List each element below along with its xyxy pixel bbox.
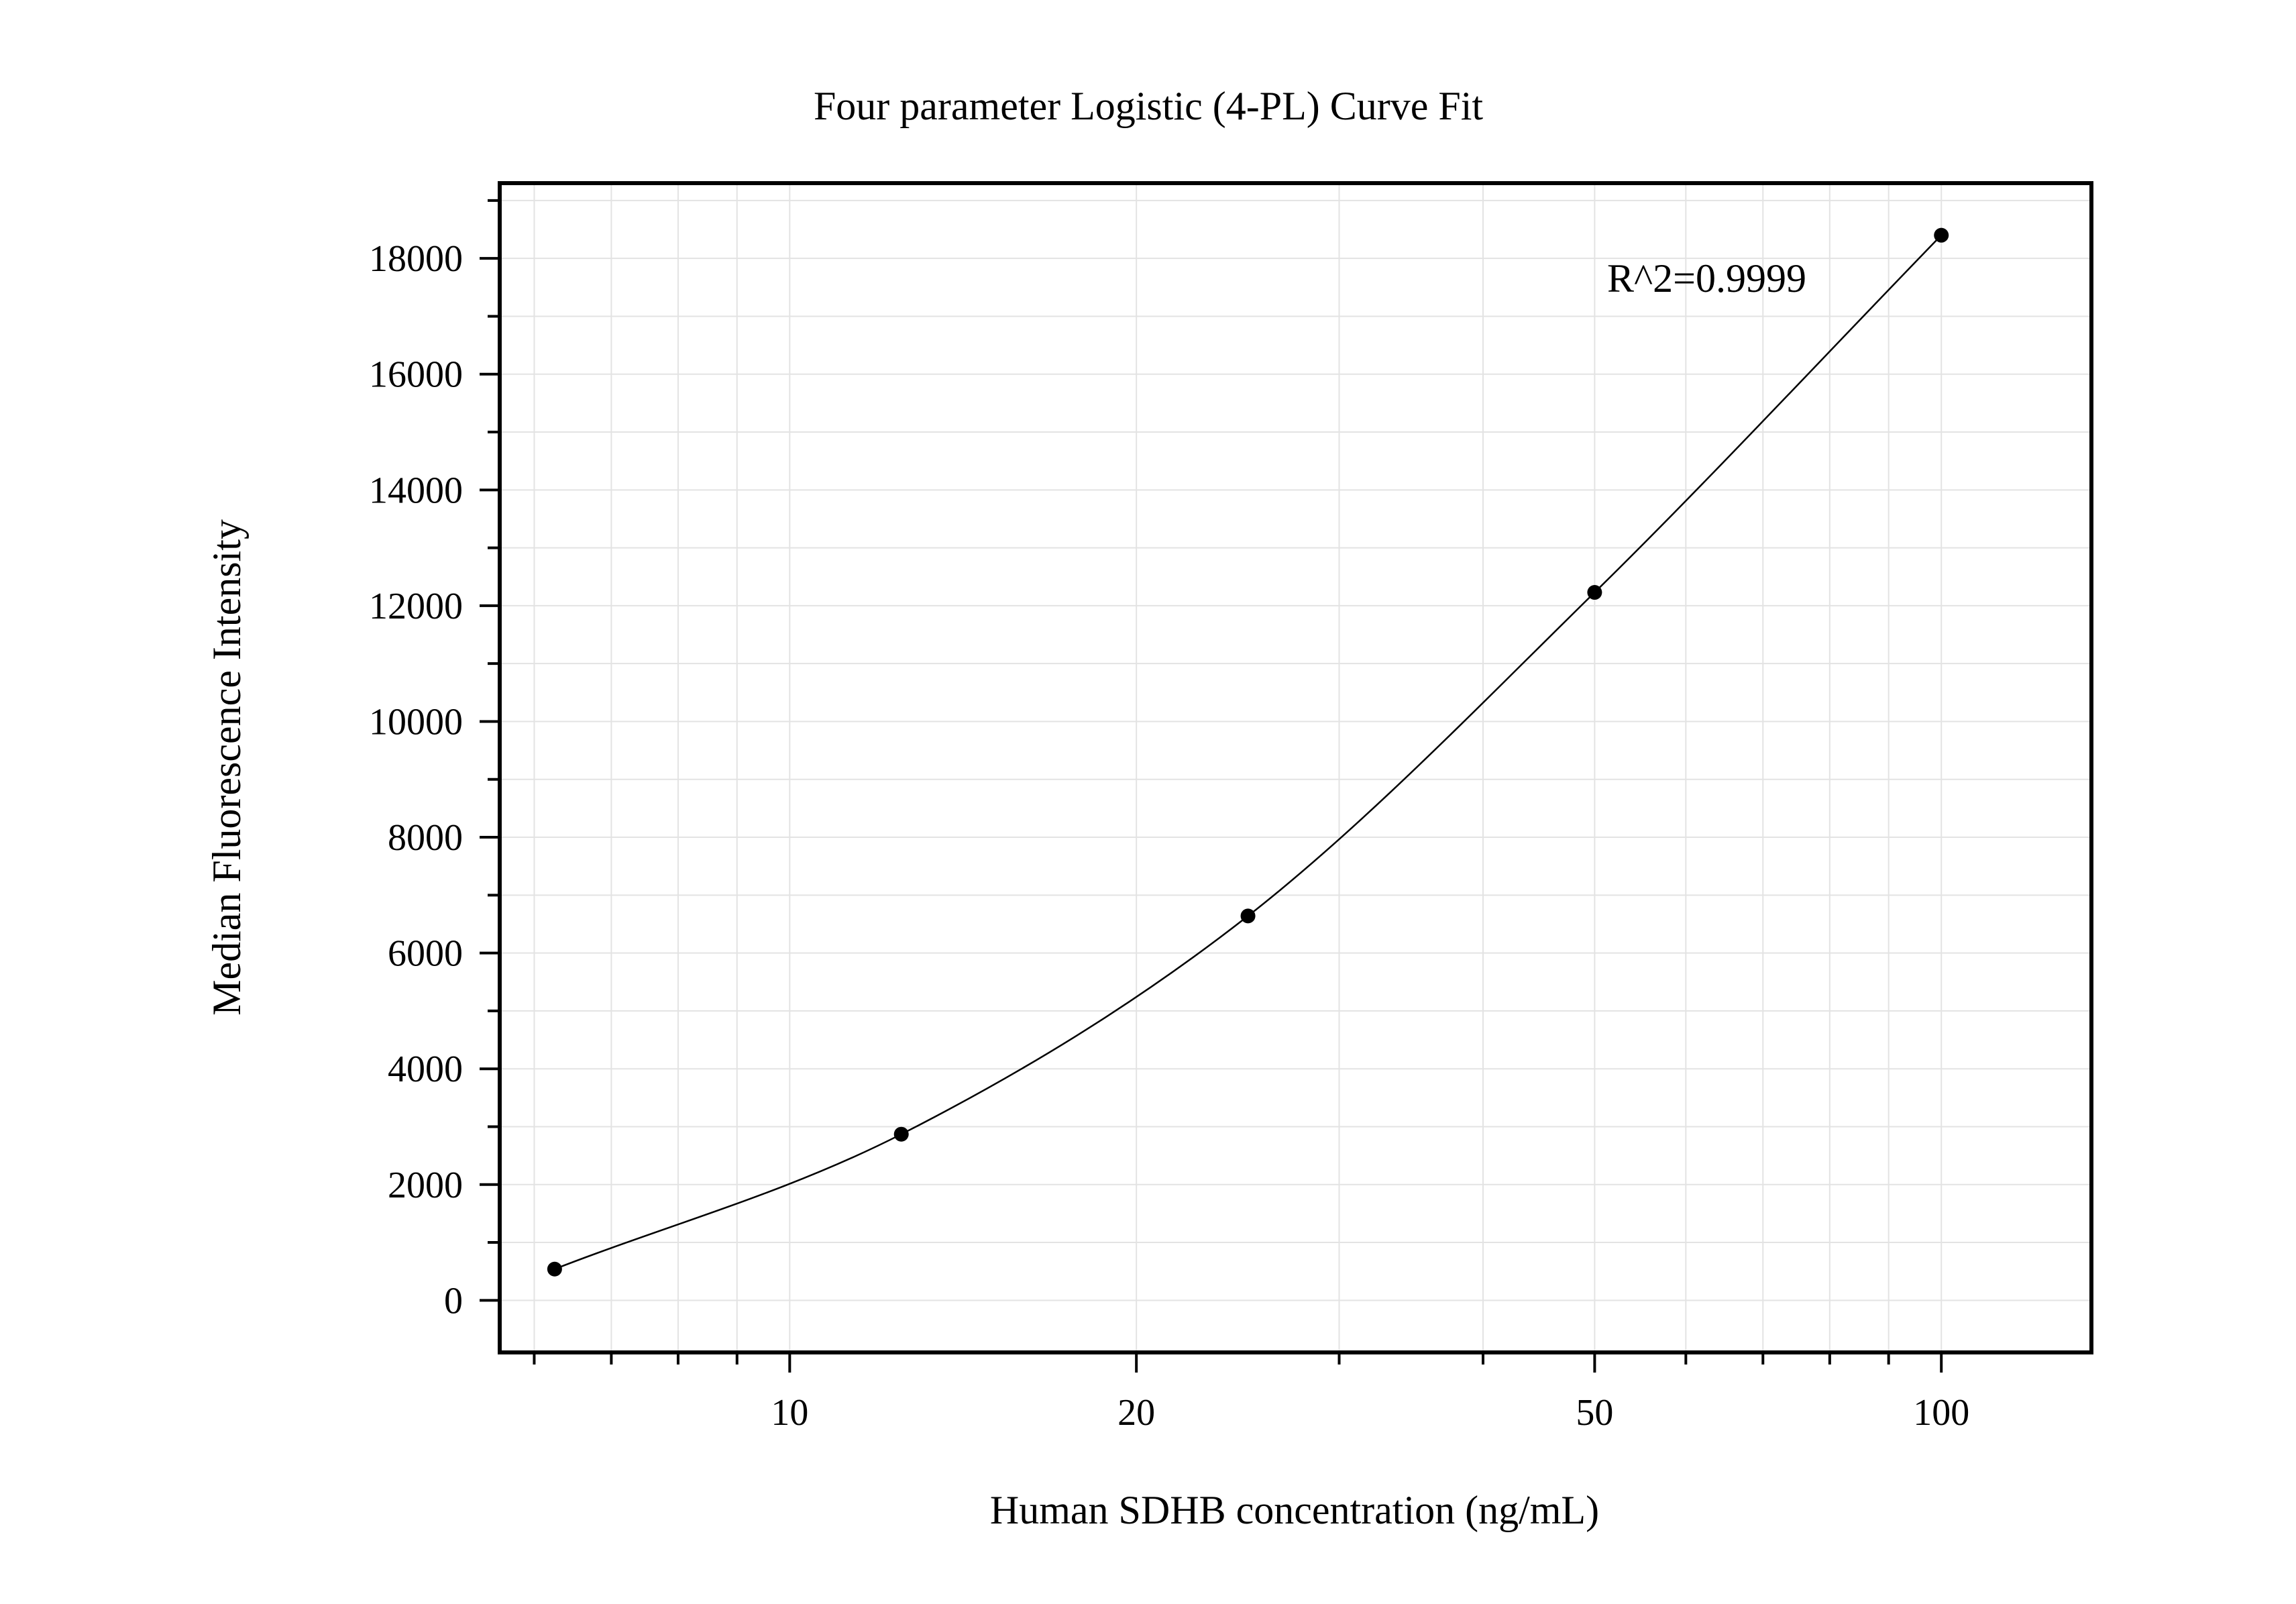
y-tick-label: 6000 xyxy=(388,933,463,975)
y-axis-label: Median Fluorescence Intensity xyxy=(205,519,249,1016)
data-point xyxy=(547,1261,562,1277)
grid xyxy=(500,183,2091,1352)
y-tick-label: 18000 xyxy=(369,238,463,280)
data-point xyxy=(1587,585,1602,600)
fit-curve xyxy=(554,234,1943,1270)
data-point xyxy=(1240,908,1256,924)
data-point xyxy=(893,1126,909,1142)
y-tick-label: 14000 xyxy=(369,470,463,511)
x-tick-label: 10 xyxy=(771,1392,808,1434)
data-points xyxy=(547,227,1949,1277)
tick-labels: 10 20 50 100 0 2000 4000 6000 8000 10000 12000 1400… xyxy=(369,238,1969,1434)
x-axis-label: Human SDHB concentration (ng/mL) xyxy=(990,1488,1599,1532)
y-tick-label: 0 xyxy=(444,1280,463,1322)
data-point xyxy=(1934,227,1949,243)
y-tick-label: 10000 xyxy=(369,701,463,743)
x-tick-label: 50 xyxy=(1576,1392,1613,1434)
y-tick-label: 12000 xyxy=(369,586,463,627)
x-tick-label: 100 xyxy=(1913,1392,1969,1434)
y-tick-label: 2000 xyxy=(388,1165,463,1206)
chart-title: Four parameter Logistic (4-PL) Curve Fit xyxy=(814,84,1483,128)
x-tick-label: 20 xyxy=(1117,1392,1155,1434)
y-tick-label: 16000 xyxy=(369,354,463,396)
plot-frame xyxy=(498,181,2093,1354)
y-tick-label: 4000 xyxy=(388,1049,463,1090)
r-squared-annotation: R^2=0.9999 xyxy=(1607,256,1806,301)
axis-ticks xyxy=(480,199,1943,1373)
y-tick-label: 8000 xyxy=(388,817,463,859)
